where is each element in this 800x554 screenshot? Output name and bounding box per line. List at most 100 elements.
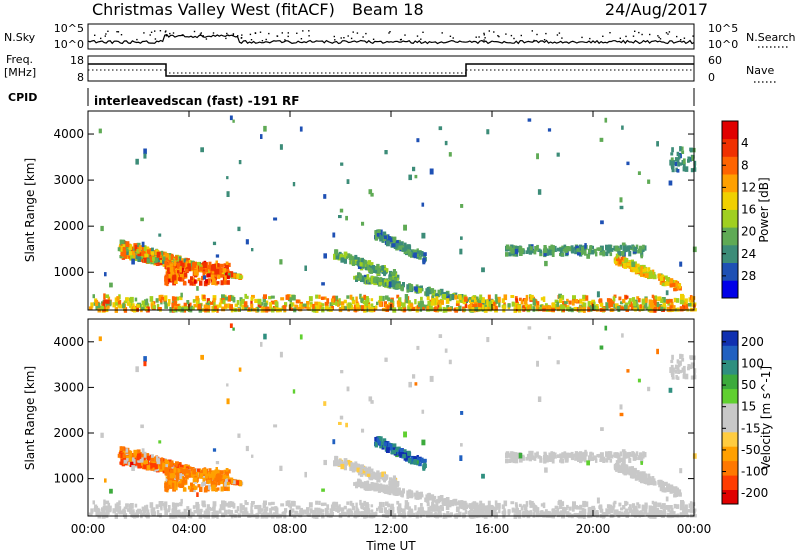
power-mark	[628, 298, 632, 303]
power-mark	[125, 241, 129, 247]
nsky-dot	[649, 33, 651, 36]
velocity-mark	[364, 481, 367, 486]
velocity-mark	[128, 450, 133, 457]
velocity-mark	[114, 503, 118, 509]
power-mark	[143, 153, 147, 159]
velocity-mark	[193, 485, 197, 490]
power-mark	[553, 248, 557, 252]
power-mark	[682, 166, 686, 172]
power-mark	[460, 294, 464, 299]
power-mark	[224, 275, 227, 281]
power-mark	[411, 306, 416, 311]
colorbar-swatch	[722, 174, 738, 193]
nsky-dot	[513, 37, 515, 40]
velocity-mark	[640, 457, 644, 464]
velocity-mark	[633, 453, 638, 459]
power-mark	[241, 304, 245, 311]
velocity-mark	[598, 453, 602, 458]
power-mark	[143, 245, 147, 252]
power-mark	[186, 300, 190, 305]
colorbar-swatch	[722, 244, 738, 263]
velocity-mark	[612, 502, 616, 508]
power-mark	[129, 296, 134, 303]
nsky-dot	[641, 33, 643, 36]
nsky-dot	[300, 38, 303, 40]
power-mark	[370, 303, 374, 307]
freq-trace	[88, 63, 694, 77]
velocity-mark	[212, 470, 216, 476]
power-mark	[142, 246, 145, 252]
power-mark	[542, 296, 546, 302]
nsky-dot	[498, 35, 500, 38]
velocity-mark	[477, 511, 482, 517]
power-mark	[539, 249, 543, 254]
power-mark	[676, 169, 680, 173]
velocity-mark	[398, 452, 402, 457]
velocity-mark	[679, 353, 682, 360]
power-mark	[407, 306, 410, 311]
velocity-mark	[378, 441, 381, 447]
power-mark	[128, 244, 133, 250]
velocity-mark	[664, 487, 669, 492]
velocity-mark	[127, 462, 131, 466]
power-mark	[636, 263, 640, 267]
power-mark	[387, 236, 391, 241]
power-mark	[104, 272, 107, 277]
power-mark	[331, 301, 336, 305]
velocity-mark	[480, 506, 485, 512]
velocity-mark	[361, 464, 364, 471]
power-mark	[619, 244, 623, 250]
nsky-dot	[120, 34, 123, 36]
power-mark	[420, 251, 424, 257]
velocity-mark	[460, 500, 464, 505]
power-mark	[529, 246, 533, 251]
velocity-mark	[173, 467, 177, 473]
velocity-mark	[218, 470, 221, 475]
velocity-mark	[658, 479, 662, 485]
velocity-mark	[676, 359, 680, 364]
nsky-dot	[536, 33, 538, 36]
velocity-mark	[346, 501, 350, 505]
velocity-mark	[509, 452, 512, 459]
velocity-mark	[366, 485, 370, 490]
power-mark	[530, 248, 535, 254]
power-mark	[645, 297, 648, 303]
power-mark	[343, 299, 347, 304]
velocity-mark	[398, 503, 402, 509]
power-mark	[431, 290, 436, 297]
power-mark	[323, 253, 327, 259]
power-mark	[424, 304, 428, 309]
power-mark	[583, 302, 587, 308]
power-mark	[484, 304, 487, 309]
power-mark	[361, 305, 365, 312]
velocity-mark	[605, 452, 609, 457]
power-mark	[374, 305, 378, 309]
power-mark	[510, 295, 515, 298]
power-mark	[201, 275, 204, 281]
velocity-mark	[572, 454, 575, 457]
power-mark	[468, 299, 473, 303]
power-mark	[637, 171, 641, 175]
velocity-mark	[605, 458, 609, 463]
power-mark	[196, 271, 199, 276]
velocity-mark	[369, 474, 374, 481]
power-mark	[134, 297, 138, 302]
power-mark	[367, 260, 372, 265]
velocity-mark	[663, 481, 668, 486]
power-mark	[333, 297, 336, 303]
power-mark	[402, 282, 405, 288]
velocity-mark	[539, 456, 543, 460]
velocity-mark	[376, 437, 379, 442]
power-mark	[368, 263, 372, 268]
power-mark	[215, 269, 220, 275]
power-mark	[209, 301, 214, 305]
power-mark	[476, 296, 479, 300]
power-mark	[123, 300, 127, 304]
power-mark	[372, 267, 377, 273]
power-mark	[95, 306, 99, 311]
power-mark	[503, 305, 507, 309]
power-mark	[325, 305, 329, 311]
velocity-mark	[577, 458, 581, 462]
power-mark	[481, 304, 485, 310]
power-mark	[370, 298, 374, 302]
